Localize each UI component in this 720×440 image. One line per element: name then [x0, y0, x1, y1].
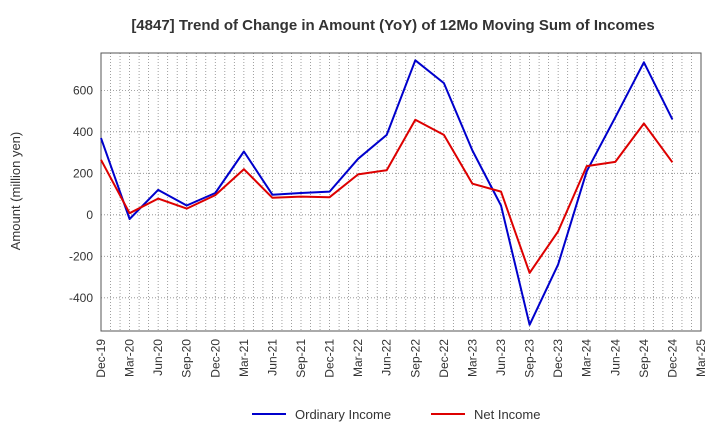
x-tick-label: Dec-24 [665, 339, 679, 378]
x-tick-label: Jun-21 [265, 339, 279, 376]
x-tick-label: Mar-22 [351, 339, 365, 377]
x-tick-label: Jun-23 [494, 339, 508, 376]
y-tick-label: 200 [73, 166, 93, 180]
legend: Ordinary Income Net Income [252, 407, 540, 422]
x-tick-label: Jun-20 [151, 339, 165, 376]
x-tick-label: Mar-25 [694, 339, 708, 377]
x-tick-label: Sep-23 [523, 339, 537, 378]
x-tick-label: Jun-22 [380, 339, 394, 376]
y-tick-label: -200 [69, 249, 93, 263]
y-tick-label: 0 [86, 208, 93, 222]
x-tick-label: Dec-19 [94, 339, 108, 378]
plot-area: -400 -200 0 200 400 600 Dec-19 Mar-20 Jun-20 Sep-… [69, 52, 708, 378]
x-tick-label: Sep-24 [637, 339, 651, 378]
x-tick-label: Dec-22 [437, 339, 451, 378]
x-tick-label: Sep-21 [294, 339, 308, 378]
legend-label-net-income: Net Income [474, 407, 540, 422]
series-line-ordinary-income [100, 59, 674, 326]
x-tick-label: Mar-24 [580, 339, 594, 377]
y-tick-label: 600 [73, 83, 93, 97]
y-tick-label: 400 [73, 125, 93, 139]
legend-label-ordinary-income: Ordinary Income [295, 407, 391, 422]
y-axis-label: Amount (million yen) [8, 132, 23, 251]
x-tick-label: Dec-20 [208, 339, 222, 378]
x-tick-label: Sep-20 [180, 339, 194, 378]
x-tick-label: Dec-23 [551, 339, 565, 378]
x-tick-label: Sep-22 [408, 339, 422, 378]
x-tick-label: Mar-23 [465, 339, 479, 377]
x-tick-label: Jun-24 [608, 339, 622, 376]
x-tick-label: Mar-20 [123, 339, 137, 377]
plot-frame [100, 52, 702, 332]
y-tick-label: -400 [69, 291, 93, 305]
chart-title: [4847] Trend of Change in Amount (YoY) o… [131, 17, 654, 34]
x-tick-label: Mar-21 [237, 339, 251, 377]
x-tick-label: Dec-21 [323, 339, 337, 378]
series-line-net-income [100, 118, 674, 274]
